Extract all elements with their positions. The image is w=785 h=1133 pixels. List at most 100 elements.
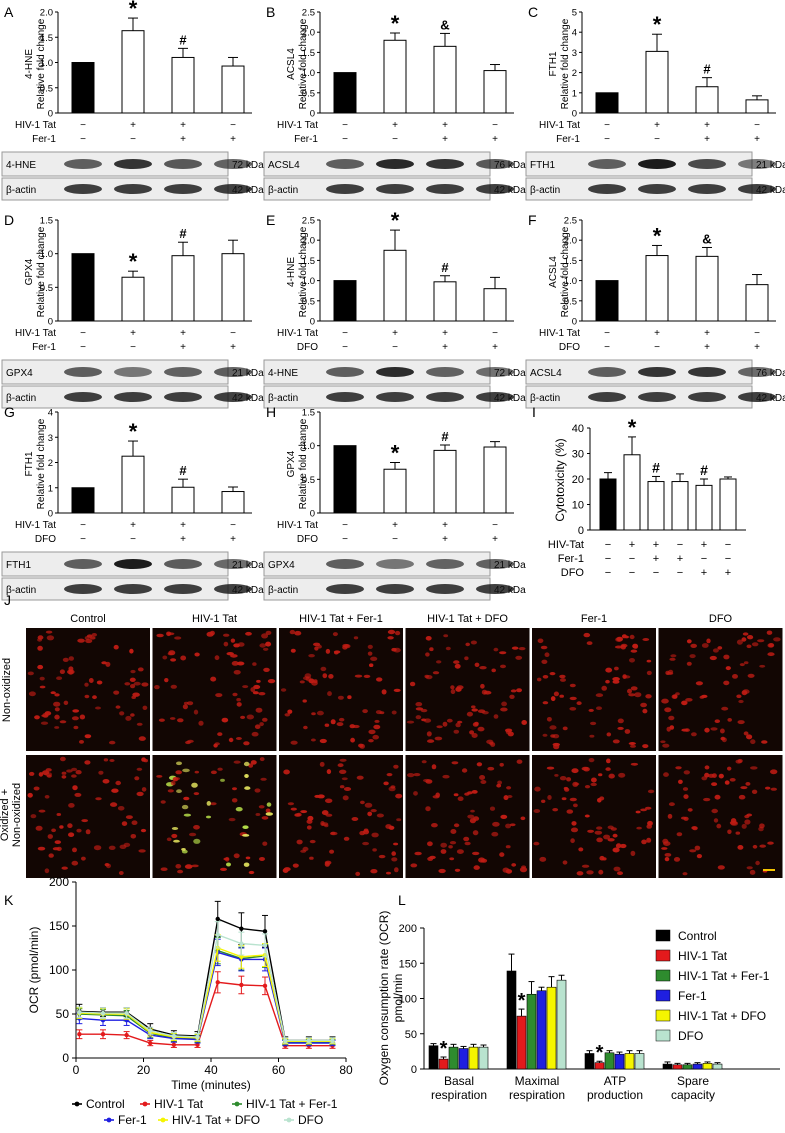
cell	[647, 820, 653, 826]
cell	[767, 652, 775, 657]
cell	[383, 781, 389, 786]
actin-band	[638, 392, 676, 402]
treatment-sign: +	[130, 120, 136, 131]
cell	[330, 719, 336, 725]
y-tick-label: 0	[572, 317, 577, 328]
bar	[662, 1063, 673, 1070]
cell	[612, 739, 620, 744]
cell	[610, 827, 617, 831]
cell	[518, 647, 526, 651]
y-tick-label: 1.5	[302, 256, 315, 267]
cell	[415, 702, 423, 707]
cell	[113, 690, 120, 695]
cell	[59, 825, 64, 829]
bar	[624, 1053, 635, 1070]
cell	[138, 849, 146, 853]
blot-band	[164, 159, 202, 169]
cell	[759, 823, 765, 829]
panel-letter: K	[4, 892, 14, 908]
cell	[463, 836, 470, 842]
cell	[324, 723, 330, 727]
cell	[687, 808, 693, 812]
cell	[72, 709, 80, 713]
panel-letter: D	[4, 212, 14, 228]
cell	[393, 688, 401, 693]
cell	[464, 656, 469, 661]
y-axis-label: Relative fold change	[36, 226, 47, 317]
cell	[704, 772, 710, 778]
significance-mark: #	[441, 429, 449, 444]
cell	[492, 821, 500, 827]
cell	[160, 867, 168, 871]
cell	[193, 709, 199, 715]
cell	[181, 804, 189, 810]
y-tick-label: 0.5	[302, 88, 315, 99]
cell	[539, 856, 547, 862]
significance-mark: #	[179, 226, 187, 241]
cell	[630, 850, 636, 857]
cell	[586, 641, 593, 645]
cell	[166, 837, 172, 842]
cell	[115, 705, 121, 709]
actin-label: β-actin	[268, 585, 298, 596]
cell	[117, 806, 125, 811]
treatment-sign: −	[605, 539, 611, 551]
cell	[228, 817, 236, 822]
cell	[133, 681, 141, 686]
actin-band	[114, 184, 152, 194]
bar	[458, 1048, 469, 1070]
cell	[461, 768, 468, 773]
cell	[755, 860, 760, 866]
cell	[265, 641, 272, 647]
cell	[250, 760, 257, 765]
bar	[682, 1064, 693, 1070]
cell	[597, 798, 602, 803]
cell	[91, 633, 98, 637]
cell	[237, 642, 245, 647]
cell	[474, 662, 480, 667]
cell	[367, 651, 373, 656]
cell	[553, 744, 560, 750]
cell	[235, 737, 242, 740]
treatment-label: Fer-1	[32, 134, 56, 145]
cell	[694, 845, 701, 851]
cell	[259, 722, 264, 727]
blot-band	[64, 159, 102, 169]
cell	[245, 631, 252, 636]
cell	[223, 633, 230, 637]
cell	[369, 663, 374, 667]
cell	[413, 773, 421, 777]
treatment-sign: +	[230, 342, 236, 353]
cell	[660, 740, 666, 744]
cell	[374, 719, 380, 723]
data-point	[330, 1038, 335, 1043]
cell	[45, 772, 53, 777]
cell	[138, 736, 146, 741]
cell	[242, 834, 250, 837]
actin-band	[326, 184, 364, 194]
cell	[421, 760, 427, 764]
cell	[170, 684, 177, 689]
cell	[243, 741, 250, 746]
legend-label: Control	[86, 1097, 125, 1111]
cell	[479, 775, 486, 780]
cell	[606, 732, 612, 737]
y-tick-label: 0	[48, 109, 53, 120]
cell	[642, 744, 649, 749]
category-label: respiration	[509, 1088, 565, 1102]
treatment-sign: +	[653, 553, 659, 565]
cell	[337, 763, 344, 768]
cell	[689, 849, 697, 853]
cell	[306, 825, 312, 830]
cell	[472, 722, 479, 727]
cell	[141, 682, 149, 687]
legend-marker	[160, 1117, 166, 1123]
bar	[221, 491, 245, 514]
cell	[71, 774, 77, 778]
cell	[682, 787, 689, 791]
bar	[483, 288, 507, 322]
data-point	[262, 929, 268, 934]
blot-band	[376, 559, 414, 569]
